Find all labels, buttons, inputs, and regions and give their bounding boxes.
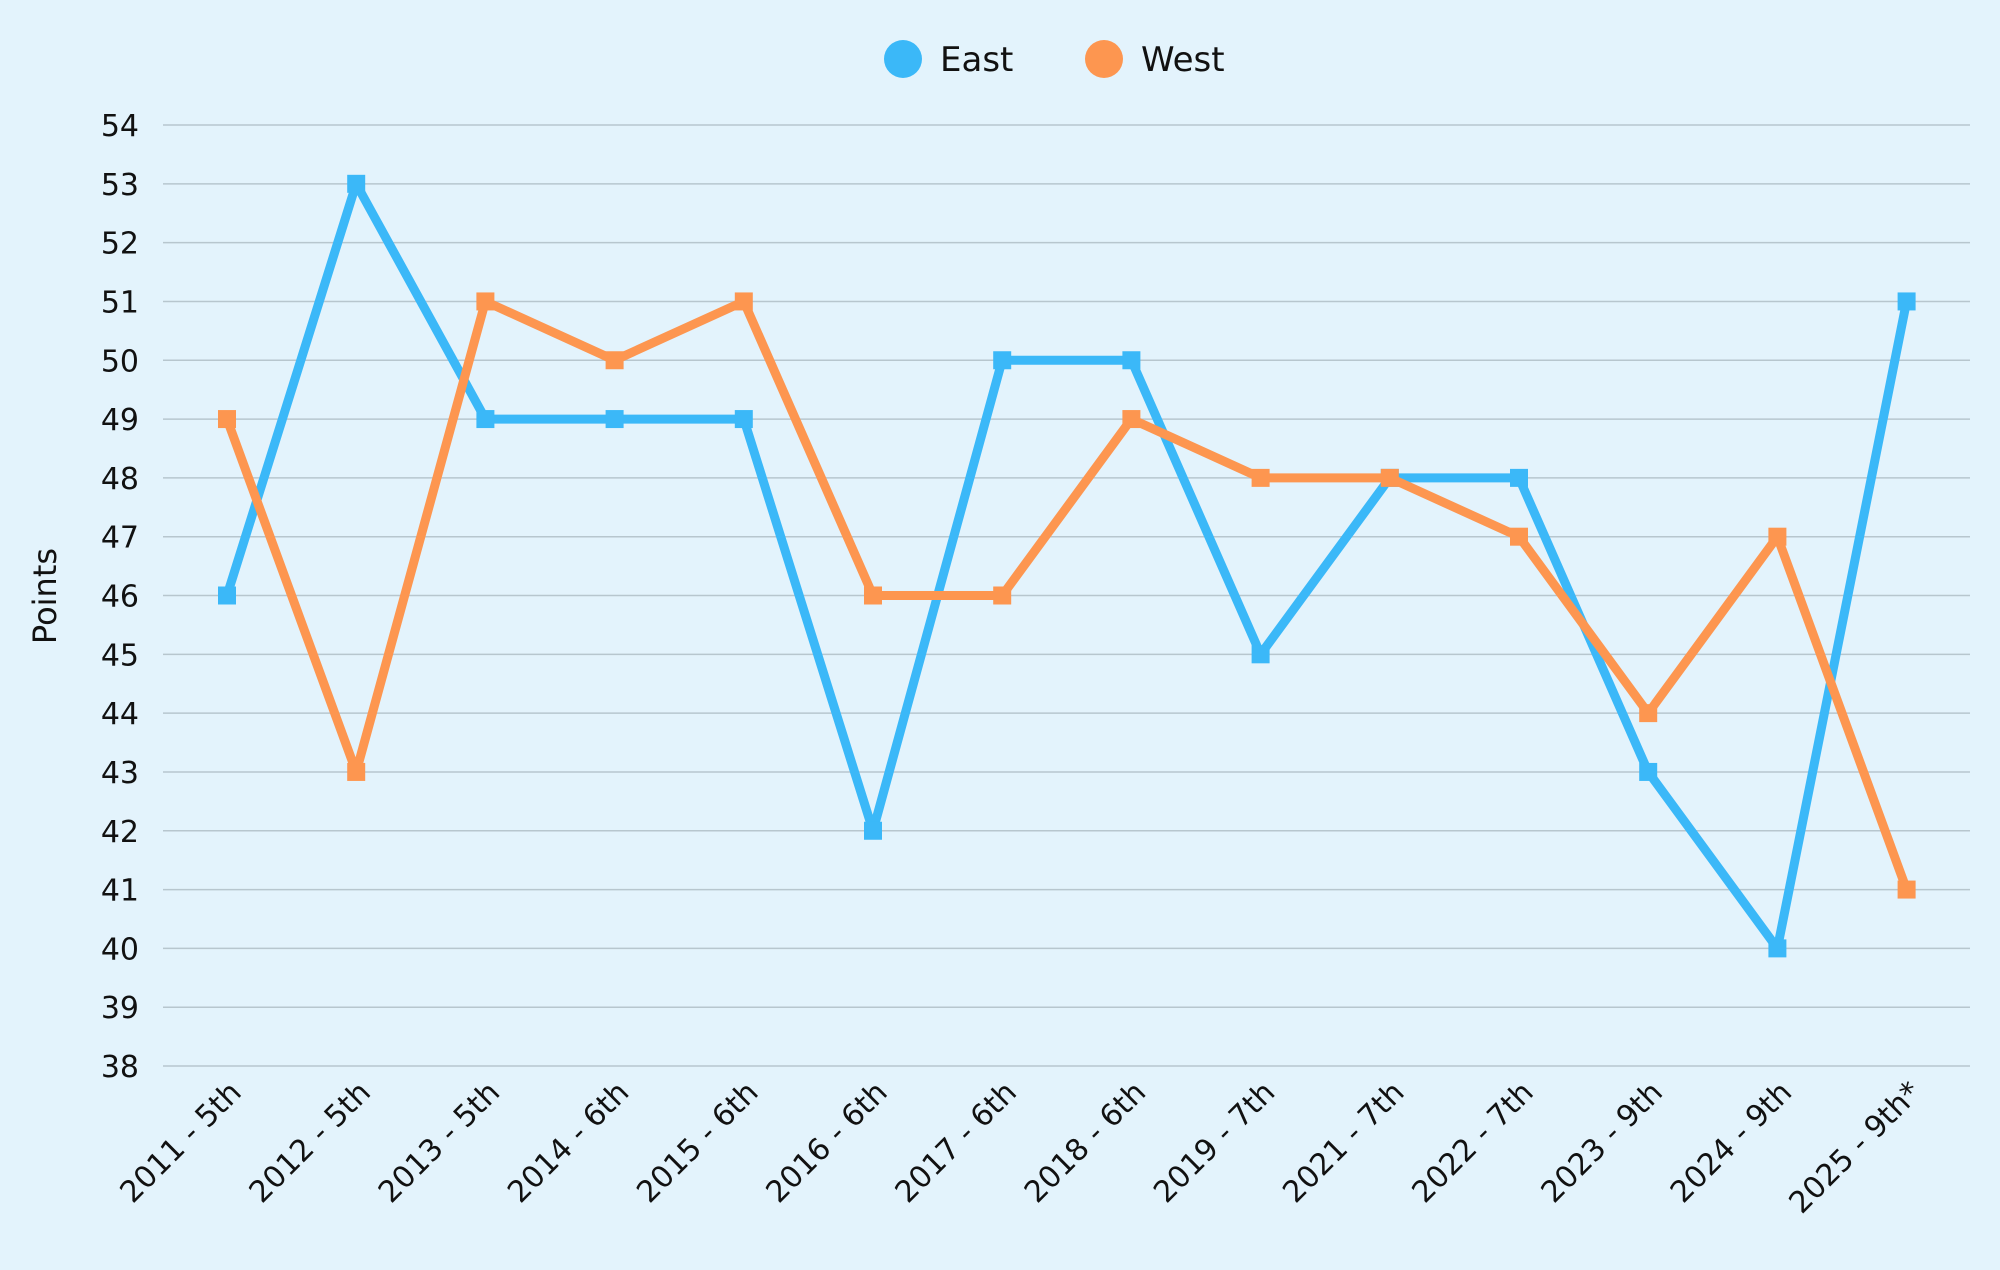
data-point-east (1639, 762, 1658, 781)
data-point-west (1510, 527, 1528, 546)
data-point-east (1897, 292, 1916, 311)
legend: East West (884, 40, 1225, 80)
x-tick-label: 2025 - 9th* (1783, 1075, 1929, 1221)
data-point-west (1251, 468, 1270, 487)
x-tick-label: 2024 - 9th (1664, 1075, 1799, 1210)
data-point-east (218, 586, 236, 605)
y-tick-label: 53 (101, 168, 139, 203)
x-tick-label: 2015 - 6th (630, 1075, 765, 1210)
series-line-east (222, 179, 1912, 953)
data-point-east (1251, 645, 1270, 664)
data-point-west (1380, 468, 1399, 487)
y-tick-label: 38 (101, 1050, 139, 1085)
data-point-east (734, 410, 753, 429)
data-point-east (1122, 351, 1141, 370)
y-tick-label: 50 (101, 344, 139, 379)
y-tick-label: 41 (101, 874, 139, 909)
x-tick-label: 2011 - 5th (114, 1075, 249, 1210)
data-point-west (864, 586, 882, 605)
data-point-west (476, 292, 495, 311)
legend-label: East (940, 40, 1013, 80)
data-point-west (1122, 410, 1141, 429)
data-point-east (864, 821, 882, 840)
series-east (218, 174, 1916, 958)
legend-swatch (1085, 40, 1123, 78)
data-point-west (1768, 527, 1787, 546)
data-point-west (347, 762, 366, 781)
y-tick-label: 45 (101, 638, 139, 673)
data-point-west (1897, 880, 1916, 899)
data-point-west (1639, 704, 1658, 723)
y-axis-title: Points (26, 548, 64, 644)
x-tick-label: 2012 - 5th (243, 1075, 378, 1210)
legend-item-east: East (884, 40, 1013, 80)
x-tick-label: 2022 - 7th (1406, 1075, 1541, 1210)
x-tick-label: 2018 - 6th (1018, 1075, 1153, 1210)
y-tick-label: 46 (101, 580, 139, 615)
y-tick-label: 52 (101, 227, 139, 262)
y-tick-label: 51 (101, 285, 139, 320)
y-tick-label: 49 (101, 403, 139, 438)
x-tick-label: 2017 - 6th (889, 1075, 1024, 1210)
x-tick-label: 2019 - 7th (1147, 1075, 1282, 1210)
data-point-east (1768, 939, 1787, 958)
data-point-east (347, 174, 366, 193)
y-tick-label: 47 (101, 521, 139, 556)
y-tick-label: 48 (101, 462, 139, 497)
y-tick-label: 44 (101, 697, 139, 732)
y-tick-label: 54 (101, 109, 139, 144)
y-tick-label: 42 (101, 815, 139, 850)
gridlines (163, 124, 1970, 1067)
data-point-east (1510, 468, 1528, 487)
x-tick-label: 2016 - 6th (760, 1075, 895, 1210)
legend-label: West (1141, 40, 1225, 80)
series-lines (218, 174, 1916, 958)
series-line-west (222, 296, 1912, 895)
data-point-east (476, 410, 495, 429)
data-point-west (993, 586, 1012, 605)
series-west (218, 292, 1916, 899)
y-tick-label: 40 (101, 932, 139, 967)
data-point-west (734, 292, 753, 311)
data-point-east (993, 351, 1012, 370)
data-point-east (605, 410, 624, 429)
data-point-west (605, 351, 624, 370)
y-tick-label: 43 (101, 756, 139, 791)
x-tick-label: 2013 - 5th (372, 1075, 507, 1210)
data-point-west (218, 410, 236, 429)
x-tick-label: 2021 - 7th (1276, 1075, 1411, 1210)
x-tick-label: 2023 - 9th (1535, 1075, 1670, 1210)
y-axis-ticks: 38 39 40 41 42 43 44 45 46 47 48 49 50 51 52 53 54 (101, 109, 139, 1085)
legend-item-west: West (1085, 40, 1225, 80)
x-tick-label: 2014 - 6th (501, 1075, 636, 1210)
legend-swatch (884, 40, 922, 78)
y-tick-label: 39 (101, 991, 139, 1026)
